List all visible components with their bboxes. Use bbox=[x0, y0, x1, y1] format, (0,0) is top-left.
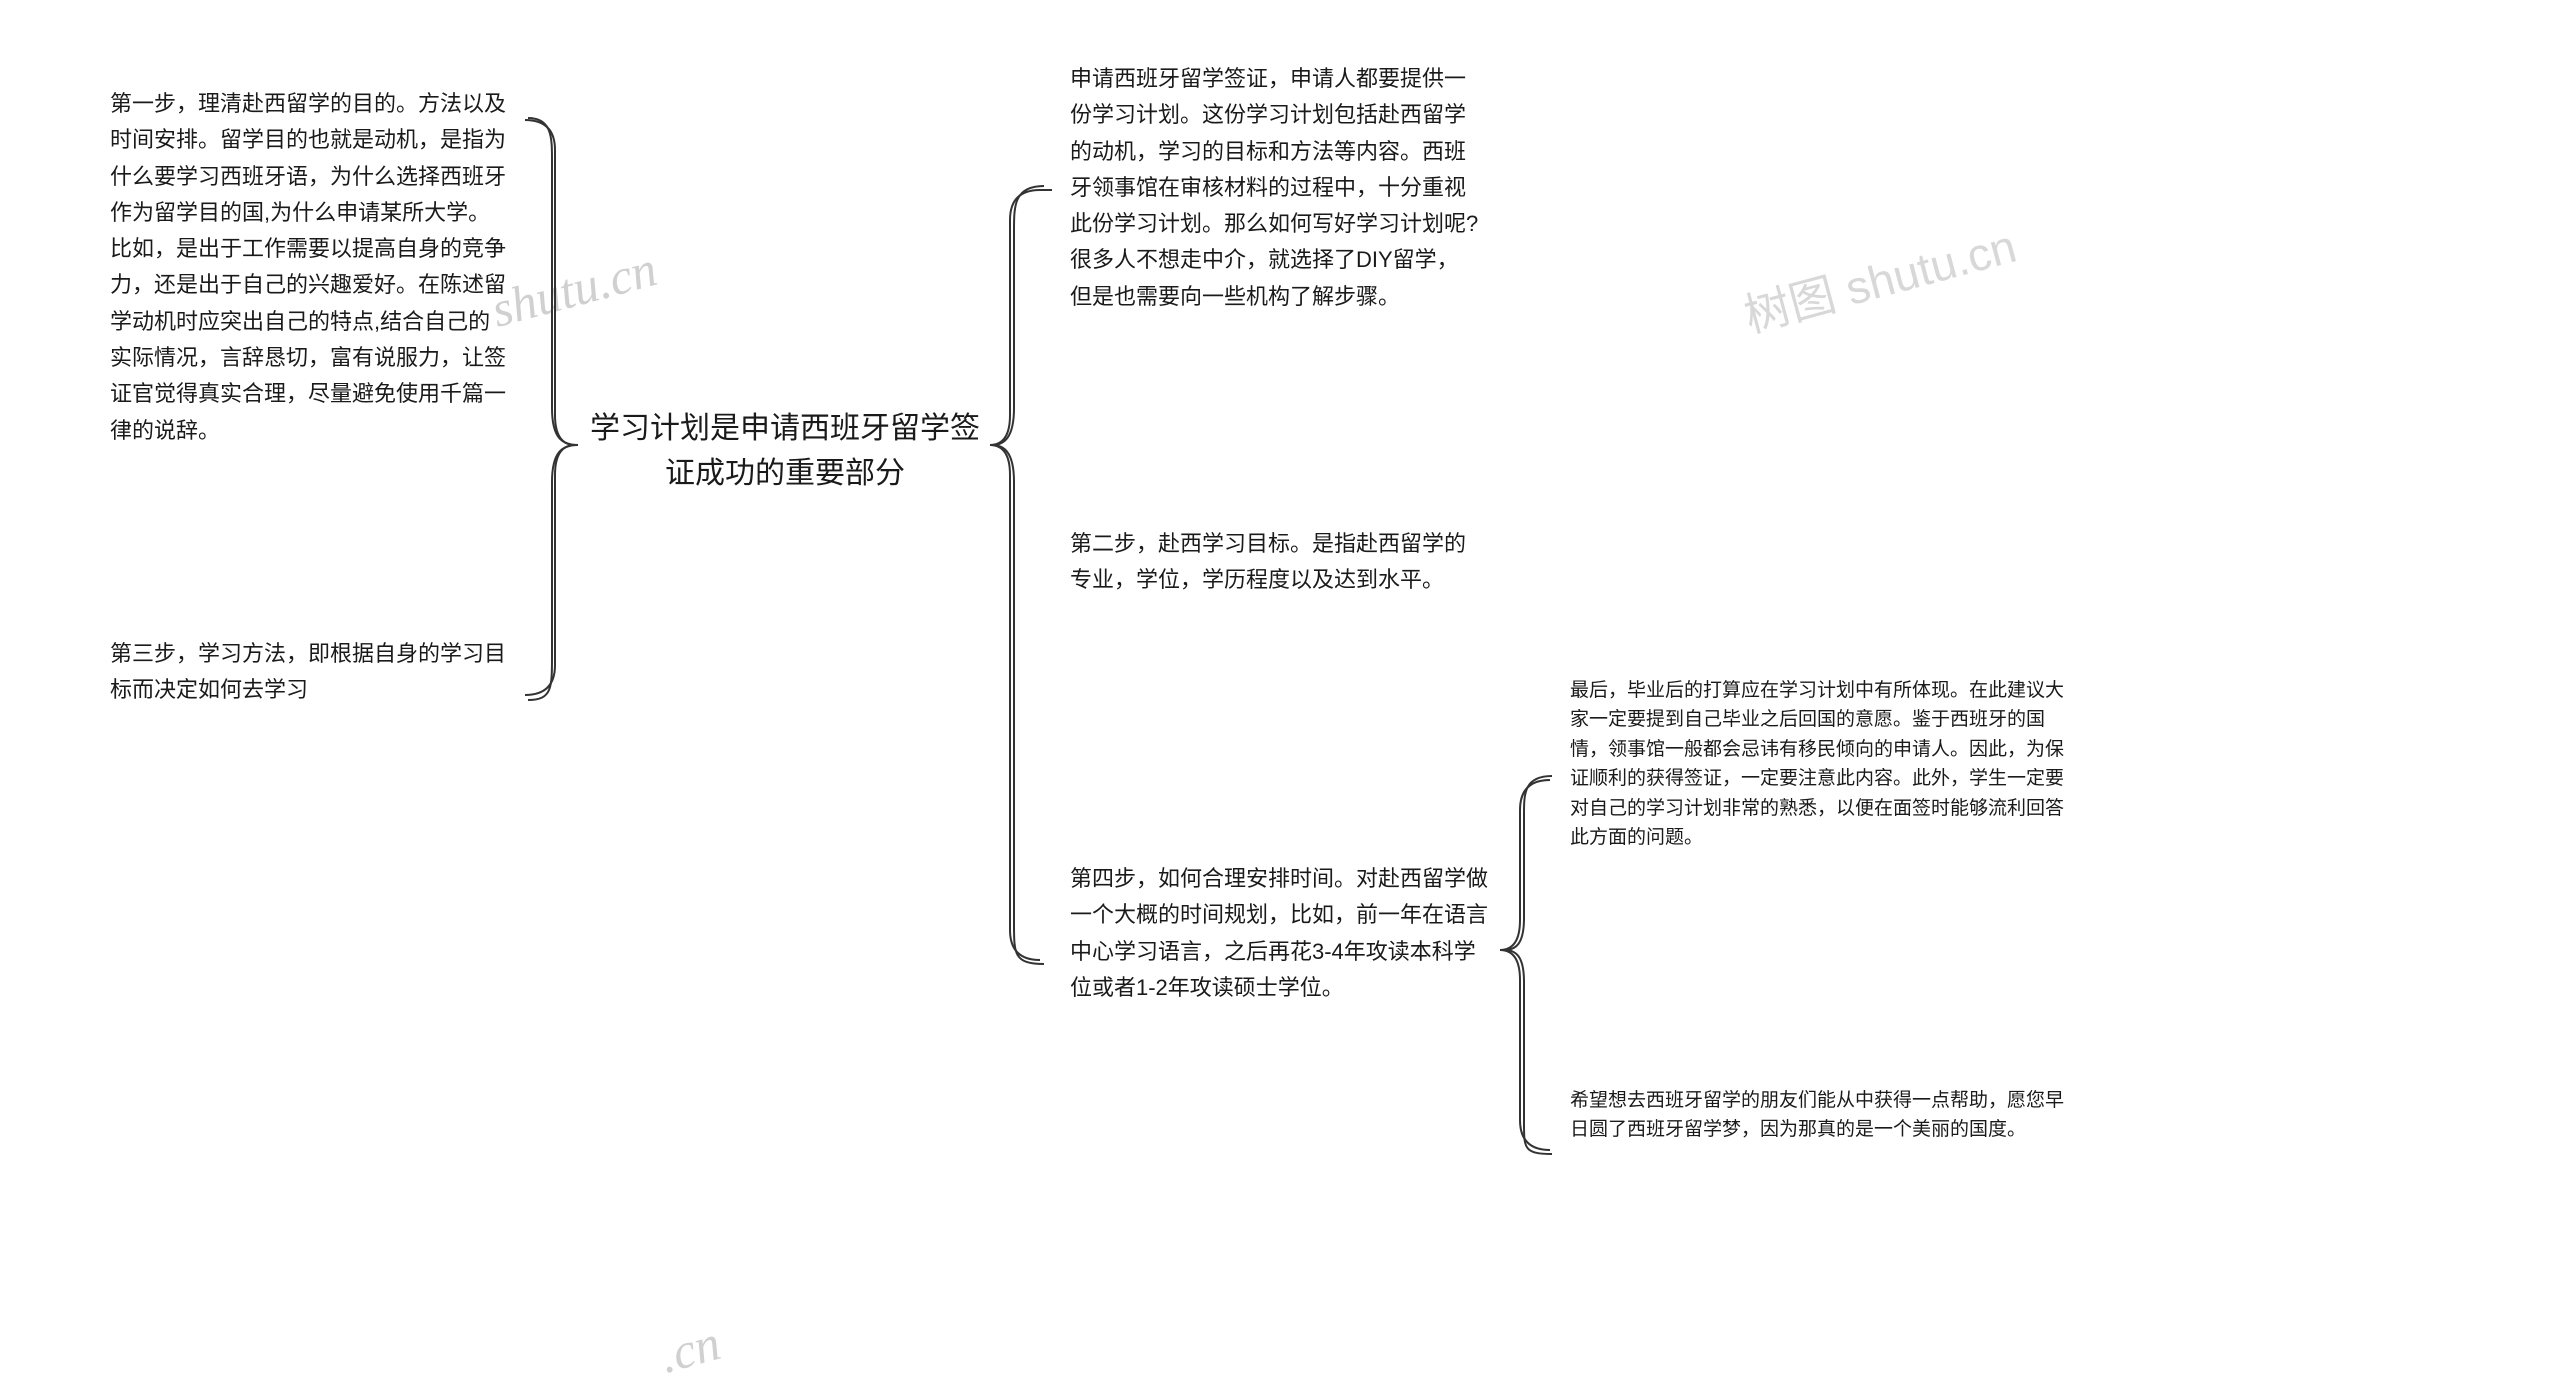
node-step4: 第四步，如何合理安排时间。对赴西留学做一个大概的时间规划，比如，前一年在语言中心… bbox=[1060, 855, 1500, 1012]
node-step3: 第三步，学习方法，即根据自身的学习目标而决定如何去学习 bbox=[100, 630, 520, 715]
mindmap-canvas: shutu.cn 树图 shutu.cn .cn 学习计划是申请西班牙留学签证成… bbox=[0, 0, 2560, 1365]
watermark: .cn bbox=[654, 1313, 727, 1384]
center-topic: 学习计划是申请西班牙留学签证成功的重要部分 bbox=[580, 400, 990, 502]
node-step2: 第二步，赴西学习目标。是指赴西留学的专业，学位，学历程度以及达到水平。 bbox=[1060, 520, 1490, 605]
node-step1: 第一步，理清赴西留学的目的。方法以及时间安排。留学目的也就是动机，是指为什么要学… bbox=[100, 80, 520, 455]
node-final: 最后，毕业后的打算应在学习计划中有所体现。在此建议大家一定要提到自己毕业之后回国… bbox=[1560, 670, 2090, 859]
node-wish: 希望想去西班牙留学的朋友们能从中获得一点帮助，愿您早日圆了西班牙留学梦，因为那真… bbox=[1560, 1080, 2090, 1151]
watermark: 树图 shutu.cn bbox=[1736, 210, 2022, 346]
node-intro: 申请西班牙留学签证，申请人都要提供一份学习计划。这份学习计划包括赴西留学的动机，… bbox=[1060, 55, 1490, 321]
